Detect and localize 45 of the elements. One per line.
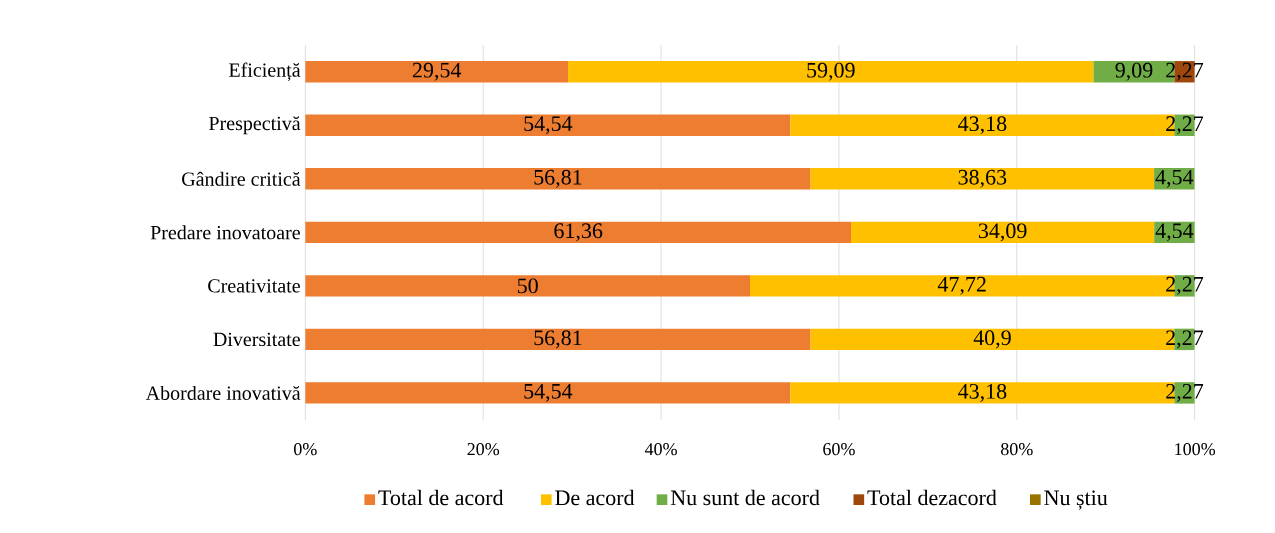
x-tick-label: 100%: [1175, 443, 1216, 456]
y-tick-label: Predare inovatoare: [150, 225, 300, 240]
legend-label: Total de acord: [378, 489, 504, 506]
data-label: 61,36: [554, 223, 603, 242]
data-label: 43,18: [958, 116, 1007, 135]
data-label: 38,63: [958, 169, 1007, 188]
data-label: 54,54: [524, 116, 573, 135]
data-label: 4,54: [1155, 223, 1194, 242]
data-label: 43,18: [958, 383, 1007, 402]
bar: [810, 168, 1155, 190]
x-tick-label: 80%: [1001, 443, 1033, 456]
y-tick-label: Eficiență: [229, 62, 301, 81]
data-label: 56,81: [534, 169, 582, 188]
legend-label: Nu sunt de acord: [670, 489, 820, 506]
legend-label: Nu știu: [1044, 490, 1108, 510]
data-label: 34,09: [978, 223, 1027, 242]
data-label: 4,54: [1155, 169, 1194, 188]
data-label: 40,9: [973, 330, 1011, 349]
data-label: 54,54: [524, 383, 573, 402]
bar: [305, 114, 791, 136]
y-tick-label: Gândire critică: [182, 171, 301, 186]
y-tick-label: Abordare inovativă: [145, 385, 301, 400]
legend-label: Total dezacord: [867, 489, 997, 506]
data-label: 59,09: [807, 62, 855, 81]
x-tick-label: 20%: [467, 443, 500, 456]
bar: [568, 61, 1094, 83]
bar: [305, 328, 811, 351]
y-tick-label: Creativitate: [208, 279, 300, 293]
data-label: 56,81: [534, 330, 582, 349]
y-tick-label: Prespectivă: [209, 116, 301, 135]
data-label: 9,09: [1115, 62, 1153, 81]
data-label: 29,54: [412, 62, 462, 81]
bar: [851, 221, 1155, 244]
bar: [305, 221, 852, 244]
legend-label: De acord: [555, 489, 635, 506]
x-tick-label: 0%: [294, 443, 317, 456]
y-tick-label: Diversitate: [213, 332, 300, 347]
bar: [305, 61, 569, 83]
bar: [305, 168, 811, 190]
x-tick-label: 60%: [823, 443, 855, 456]
bar: [305, 382, 791, 404]
bar: [305, 275, 750, 297]
data-label: 47,72: [937, 276, 986, 295]
data-label: 50: [517, 278, 538, 294]
x-tick-label: 40%: [644, 443, 677, 456]
